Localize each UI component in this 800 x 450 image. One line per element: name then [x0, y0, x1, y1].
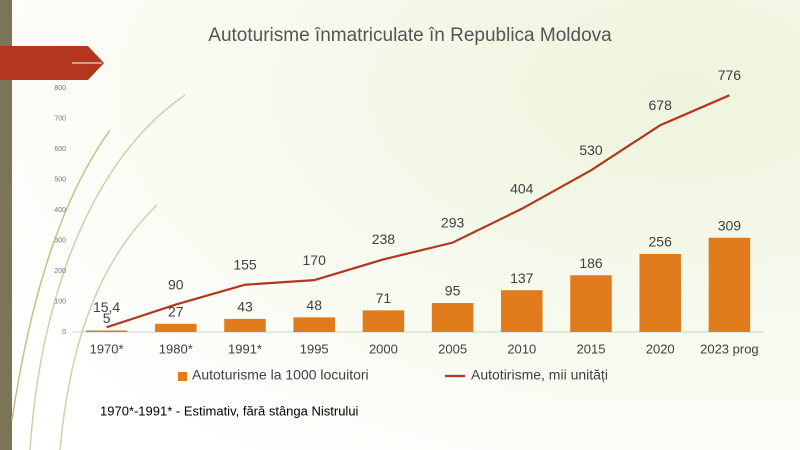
bar-data-label: 256 [649, 234, 673, 250]
bar [155, 323, 197, 332]
x-tick-label: 2005 [438, 341, 467, 356]
line-data-label: 776 [718, 67, 742, 83]
x-tick-label: 2010 [507, 341, 536, 356]
x-tick-label: 2023 prog [700, 341, 759, 356]
title-accent [0, 46, 104, 80]
y-tick-label: 400 [54, 207, 66, 214]
bar [85, 330, 128, 332]
y-tick-label: 0 [62, 329, 66, 336]
legend-label: Autoturisme la 1000 locuitori [192, 367, 369, 383]
bar-data-label: 5 [103, 310, 111, 326]
bar-data-label: 137 [510, 270, 534, 286]
line-data-label: 170 [303, 252, 327, 268]
y-tick-label: 200 [54, 268, 66, 275]
line-data-label: 15,4 [93, 299, 120, 315]
bar-data-label: 48 [306, 297, 322, 313]
line-data-label: 678 [649, 97, 673, 113]
bar [708, 237, 751, 332]
bar-data-label: 95 [445, 283, 461, 299]
x-tick-label: 2000 [369, 341, 398, 356]
bar [224, 318, 266, 332]
side-stripe [0, 0, 12, 450]
line [106, 94, 730, 329]
x-tick-label: 1970* [90, 341, 124, 356]
x-tick-label: 2015 [577, 341, 606, 356]
bar-data-label: 309 [718, 217, 742, 233]
line-data-label: 90 [168, 276, 184, 292]
y-tick-label: 700 [54, 115, 66, 122]
bar-data-label: 43 [237, 299, 253, 315]
bar-data-label: 27 [168, 303, 184, 319]
y-tick-label: 100 [54, 298, 66, 305]
y-tick-label: 800 [54, 85, 66, 92]
bar [501, 290, 543, 332]
chart-title: Autoturisme înmatriculate în Republica M… [208, 25, 612, 46]
line-data-label: 404 [510, 180, 534, 196]
legend-swatch [178, 372, 187, 381]
bar-data-label: 71 [376, 290, 392, 306]
bar [570, 275, 612, 332]
footnote: 1970*-1991* - Estimativ, fără stânga Nis… [100, 403, 359, 418]
legend-label: Autotirisme, mii unități [471, 367, 608, 383]
y-tick-label: 500 [54, 176, 66, 183]
bar-data-label: 186 [579, 255, 603, 271]
decor-curves [11, 94, 186, 450]
bar [362, 310, 405, 332]
bar [293, 317, 335, 332]
line-data-label: 530 [579, 142, 603, 158]
line-data-label: 155 [233, 256, 257, 272]
x-tick-label: 1995 [300, 341, 329, 356]
line-data-label: 238 [372, 231, 396, 247]
x-tick-label: 1991* [228, 341, 262, 356]
line-data-label: 293 [441, 214, 465, 230]
x-tick-label: 2020 [646, 341, 675, 356]
bar [431, 303, 474, 332]
bar [639, 253, 681, 332]
x-tick-label: 1980* [159, 341, 193, 356]
y-tick-label: 300 [54, 237, 66, 244]
y-tick-label: 600 [54, 146, 66, 153]
